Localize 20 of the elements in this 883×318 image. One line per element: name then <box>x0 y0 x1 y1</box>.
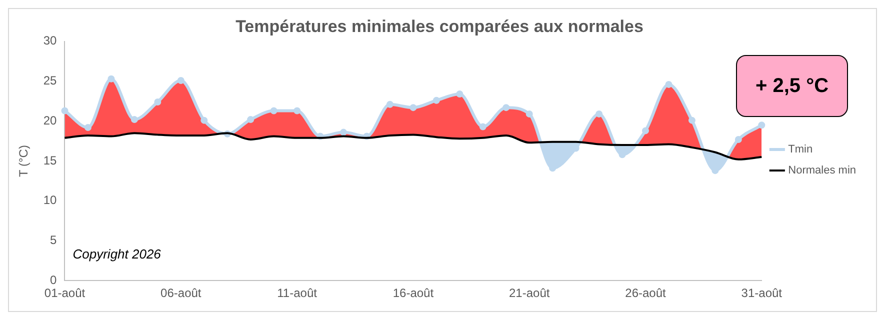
y-tick-label: 20 <box>43 113 58 128</box>
y-axis-title: T (°C) <box>16 145 31 177</box>
y-tick-label: 30 <box>43 34 58 48</box>
x-tick-label: 01-août <box>44 286 86 300</box>
x-tick-label: 26-août <box>625 286 667 300</box>
x-tick-label: 21-août <box>509 286 550 300</box>
chart-title: Températures minimales comparées aux normales <box>236 16 644 36</box>
annotation: Copyright 2026 <box>72 246 162 262</box>
x-tick-label: 11-août <box>277 286 318 300</box>
legend-label: Tmin <box>788 144 813 156</box>
y-tick-label: 0 <box>50 272 58 287</box>
y-tick-label: 5 <box>50 233 58 248</box>
y-tick-label: 15 <box>43 153 58 168</box>
x-tick-label: 31-août <box>741 286 783 300</box>
legend-label: Normales min <box>788 164 856 177</box>
x-tick-label: 06-août <box>160 286 202 300</box>
y-tick-label: 10 <box>43 193 58 208</box>
x-tick-label: 16-août <box>392 286 434 300</box>
y-tick-label: 25 <box>43 74 58 88</box>
annotation: + 2,5 °C <box>736 55 848 117</box>
